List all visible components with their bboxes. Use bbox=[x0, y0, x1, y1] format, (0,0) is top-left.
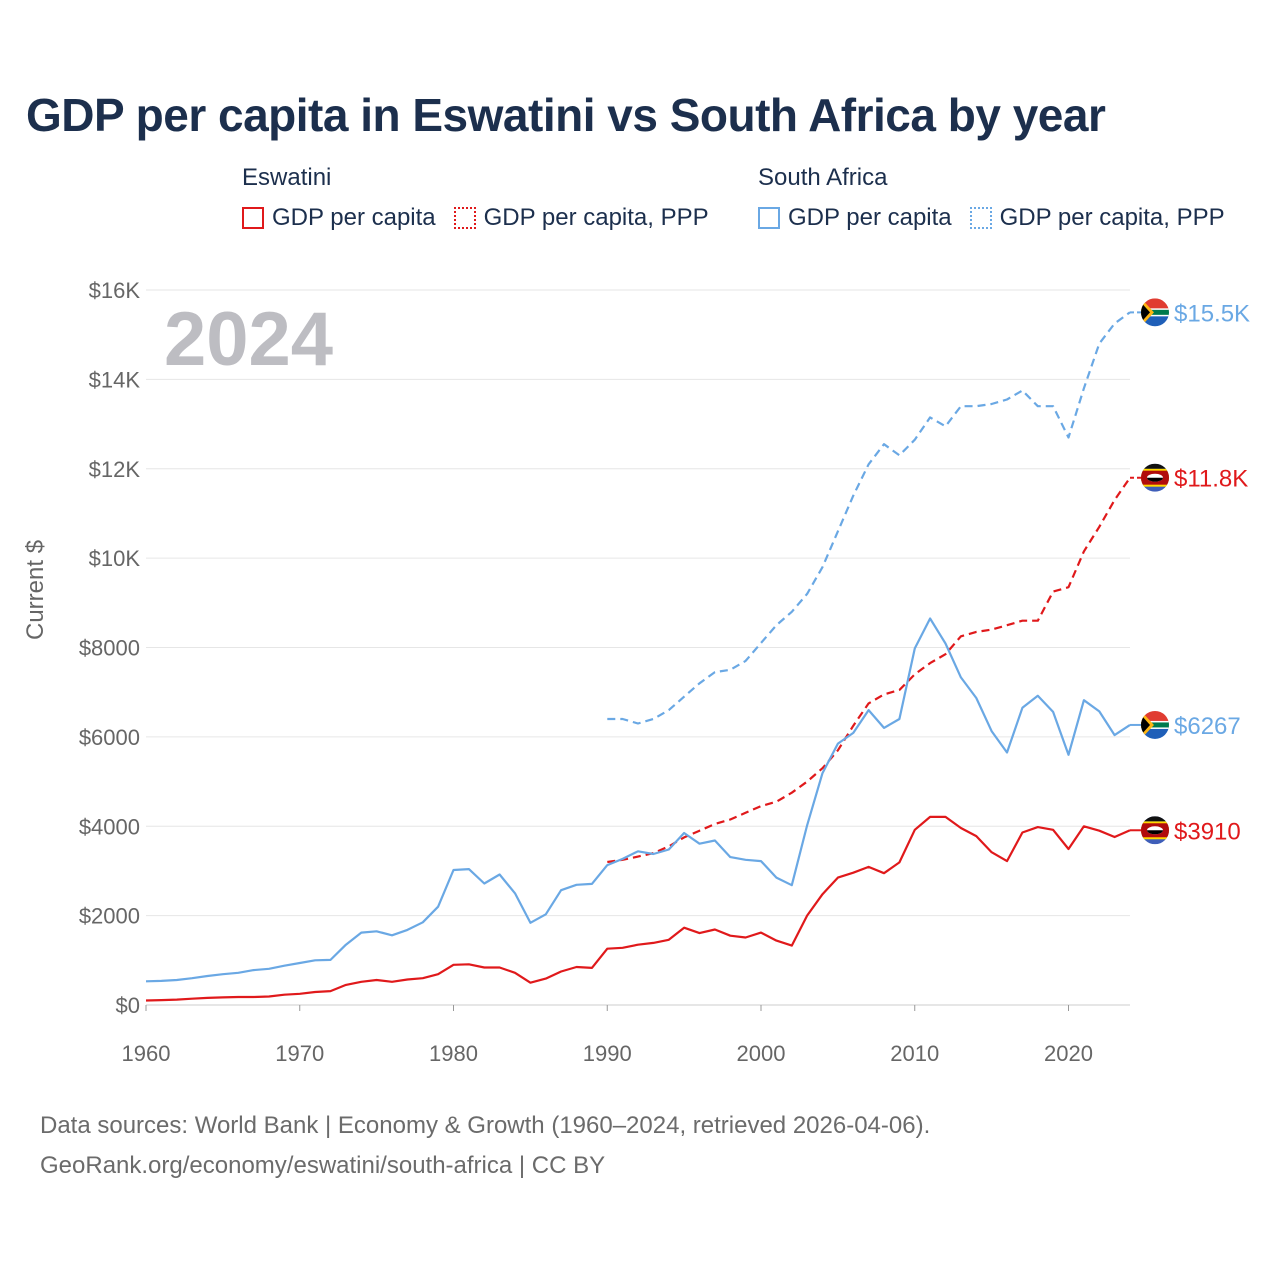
y-tick-label: $0 bbox=[116, 993, 140, 1018]
footer: Data sources: World Bank | Economy & Gro… bbox=[40, 1106, 930, 1186]
x-tick-label: 2020 bbox=[1044, 1041, 1093, 1066]
x-axis: 1960 1970 1980 1990 2000 2010 2020 bbox=[122, 1005, 1093, 1066]
eswatini-flag-icon bbox=[1141, 463, 1169, 492]
series-line bbox=[607, 311, 1131, 725]
legend-item-south-africa-gdp[interactable]: GDP per capita bbox=[758, 204, 952, 232]
end-label-group: $6267 bbox=[1130, 710, 1241, 740]
y-tick-label: $2000 bbox=[79, 904, 140, 929]
y-axis: $0 $2000 $4000 $6000 $8000 $10K $12K $14K $16K bbox=[79, 278, 141, 1018]
legend-group-eswatini: Eswatini GDP per capita GDP per capita, … bbox=[242, 164, 727, 232]
y-tick-label: $10K bbox=[89, 546, 141, 571]
legend-swatch-solid bbox=[758, 207, 780, 229]
x-tick-label: 2010 bbox=[890, 1041, 939, 1066]
series-lines bbox=[145, 311, 1131, 1002]
end-label-group: $15.5K bbox=[1130, 298, 1250, 327]
legend-group-south-africa: South Africa GDP per capita GDP per capi… bbox=[758, 164, 1243, 232]
end-value-label: $15.5K bbox=[1174, 300, 1250, 327]
x-tick-label: 1960 bbox=[122, 1041, 171, 1066]
footer-sources: Data sources: World Bank | Economy & Gro… bbox=[40, 1112, 931, 1139]
legend-label: GDP per capita bbox=[788, 204, 952, 231]
legend-item-south-africa-gdp-ppp[interactable]: GDP per capita, PPP bbox=[969, 204, 1225, 232]
y-tick-label: $4000 bbox=[79, 814, 140, 839]
footer-link[interactable]: GeoRank.org/economy/eswatini/south-afric… bbox=[40, 1152, 606, 1179]
x-tick-label: 2000 bbox=[737, 1041, 786, 1066]
series-end-labels: $15.5K $11.8K $6267 $3910 bbox=[1130, 298, 1250, 845]
chart-title: GDP per capita in Eswatini vs South Afri… bbox=[26, 89, 1106, 141]
end-label-group: $11.8K bbox=[1130, 463, 1248, 493]
y-tick-label: $8000 bbox=[79, 636, 140, 661]
y-tick-label: $16K bbox=[89, 278, 141, 303]
y-tick-label: $6000 bbox=[79, 725, 140, 750]
grid bbox=[146, 289, 1130, 1006]
end-value-label: $3910 bbox=[1174, 818, 1241, 845]
year-display: 2024 bbox=[164, 297, 334, 382]
south-africa-flag-icon bbox=[1141, 298, 1169, 327]
y-tick-label: $14K bbox=[89, 367, 141, 392]
series-line bbox=[607, 477, 1131, 864]
end-value-label: $6267 bbox=[1174, 713, 1241, 740]
legend-label: GDP per capita bbox=[272, 204, 436, 231]
end-value-label: $11.8K bbox=[1174, 466, 1248, 493]
x-tick-label: 1990 bbox=[583, 1041, 632, 1066]
series-line bbox=[145, 815, 1131, 1002]
legend-label: GDP per capita, PPP bbox=[999, 204, 1225, 231]
end-label-group: $3910 bbox=[1130, 816, 1241, 845]
legend-item-eswatini-gdp-ppp[interactable]: GDP per capita, PPP bbox=[453, 204, 709, 232]
y-axis-label: Current $ bbox=[22, 539, 49, 640]
eswatini-flag-icon bbox=[1141, 816, 1169, 845]
x-tick-label: 1970 bbox=[275, 1041, 324, 1066]
legend-swatch-dotted bbox=[969, 207, 992, 229]
legend-swatch-dotted bbox=[453, 207, 476, 229]
series-line bbox=[145, 617, 1131, 983]
legend-label: GDP per capita, PPP bbox=[483, 204, 709, 231]
y-tick-label: $12K bbox=[89, 457, 141, 482]
x-tick-label: 1980 bbox=[429, 1041, 478, 1066]
legend-swatch-solid bbox=[242, 207, 264, 229]
south-africa-flag-icon bbox=[1141, 710, 1169, 739]
legend-item-eswatini-gdp[interactable]: GDP per capita bbox=[242, 204, 436, 232]
legend-group-name: South Africa bbox=[758, 164, 888, 191]
legend-group-name: Eswatini bbox=[242, 164, 332, 191]
